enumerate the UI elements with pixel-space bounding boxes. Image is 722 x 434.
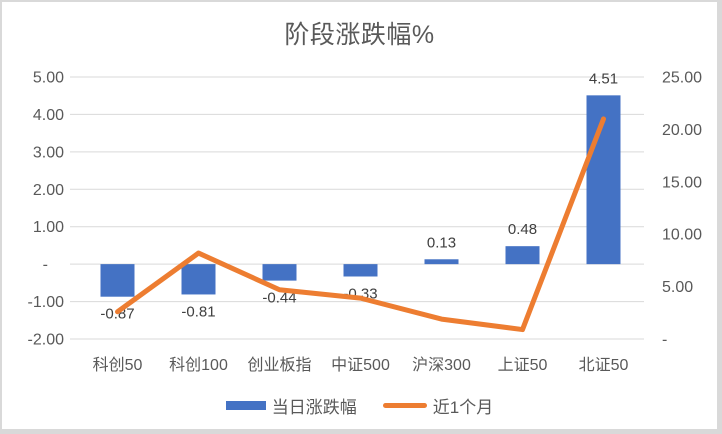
chart-title: 阶段涨跌幅% (284, 21, 435, 49)
legend-line-label: 近1个月 (432, 398, 494, 417)
left-axis-tick-label: 3.00 (33, 144, 64, 161)
left-axis-tick-label: -2.00 (28, 332, 65, 349)
category-label-北证50: 北证50 (579, 356, 629, 374)
right-axis-tick-label: 20.00 (662, 122, 702, 139)
category-label-中证500: 中证500 (331, 356, 390, 374)
category-label-上证50: 上证50 (498, 356, 548, 374)
category-label-科创100: 科创100 (169, 356, 228, 374)
legend-bar-label: 当日涨跌幅 (271, 398, 357, 417)
left-axis-tick-label: -1.00 (28, 294, 65, 311)
bar-data-label: 4.51 (589, 70, 618, 87)
chart-legend: 当日涨跌幅 近1个月 (2, 393, 717, 418)
left-axis-tick-label: 2.00 (33, 182, 64, 199)
left-axis-tick-label: 1.00 (33, 219, 64, 236)
bar-data-label: -0.81 (181, 303, 215, 320)
bar-data-label: 0.13 (427, 234, 456, 251)
bar-科创100 (181, 264, 216, 295)
right-axis-tick-label: 15.00 (662, 174, 702, 191)
left-axis-tick-label: 5.00 (33, 70, 64, 87)
category-label-沪深300: 沪深300 (412, 356, 471, 374)
legend-item-bar-series: 当日涨跌幅 (225, 393, 357, 418)
bar-中证500 (343, 264, 378, 277)
right-axis-tick-label: - (662, 332, 667, 349)
legend-item-line-series: 近1个月 (382, 393, 494, 418)
bar-series-swatch-icon (225, 401, 266, 410)
left-axis-tick-label: 4.00 (33, 107, 64, 124)
bar-创业板指 (262, 264, 297, 281)
right-axis-tick-label: 10.00 (662, 227, 702, 244)
category-label-科创50: 科创50 (93, 356, 143, 374)
bar-上证50 (505, 246, 540, 265)
line-series-swatch-icon (382, 403, 427, 408)
bar-data-label: 0.48 (508, 221, 537, 238)
bar-data-label: -0.44 (262, 290, 296, 307)
right-axis-tick-label: 25.00 (662, 70, 702, 87)
bar-科创50 (100, 264, 135, 297)
bar-沪深300 (424, 259, 459, 265)
category-label-创业板指: 创业板指 (247, 356, 311, 374)
line-series-path (115, 116, 606, 333)
right-axis-tick-label: 5.00 (662, 279, 693, 296)
left-axis-tick-label: - (43, 257, 48, 274)
